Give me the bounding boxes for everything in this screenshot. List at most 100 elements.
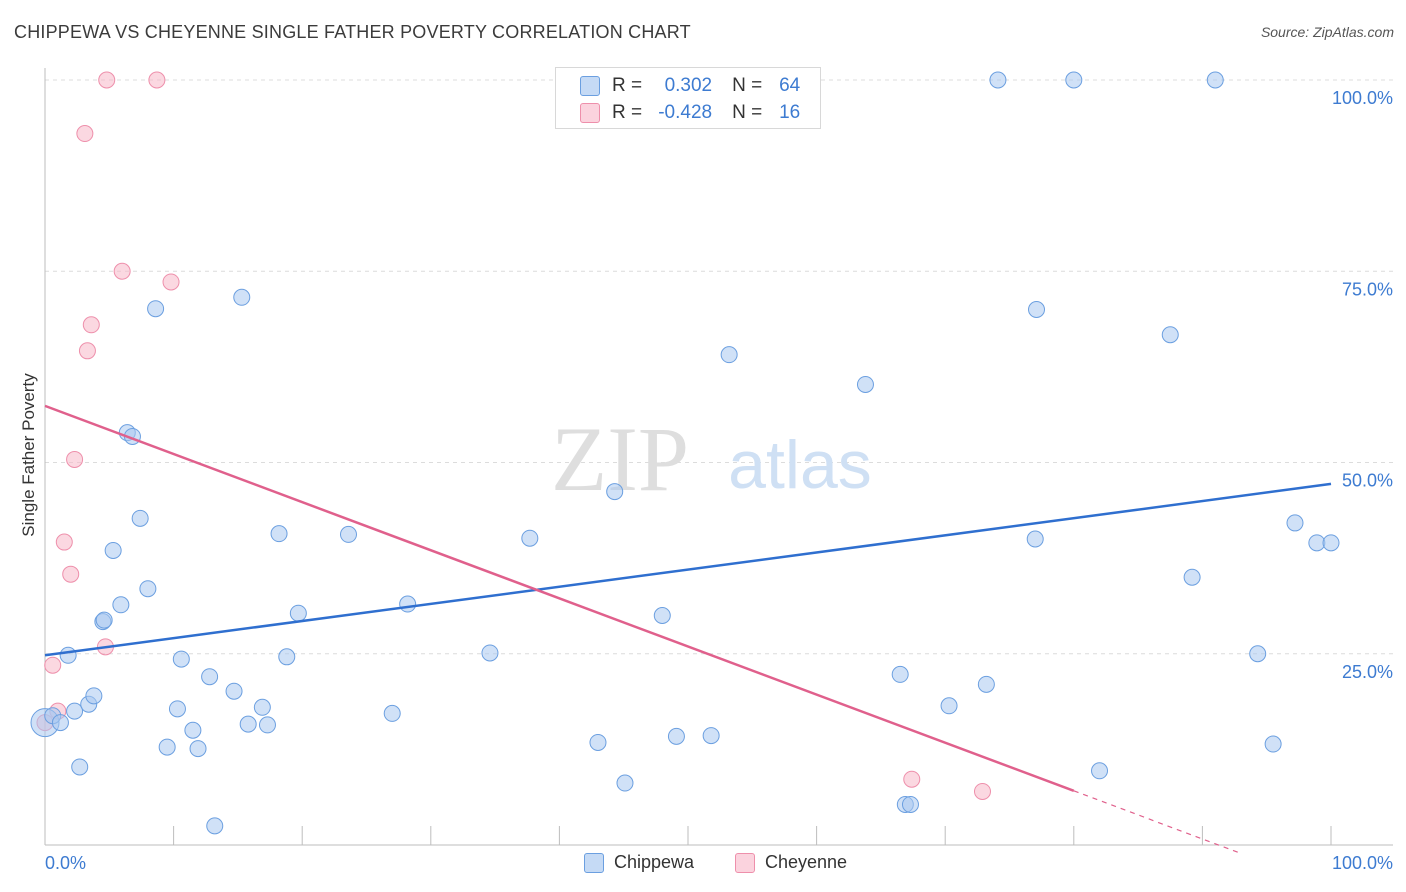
legend-item-chippewa[interactable]: Chippewa	[584, 852, 694, 873]
chippewa-point	[1161, 326, 1179, 344]
chippewa-point	[1065, 71, 1083, 89]
chippewa-point	[521, 529, 539, 547]
n-label: N =	[732, 102, 763, 123]
chart-title: CHIPPEWA VS CHEYENNE SINGLE FATHER POVER…	[14, 22, 691, 42]
cheyenne-point	[973, 782, 991, 800]
y-tick-label: 100.0%	[1332, 88, 1393, 108]
cheyenne-point	[76, 125, 94, 143]
chippewa-point	[172, 650, 190, 668]
chippewa-point	[51, 714, 69, 732]
chippewa-point	[339, 525, 357, 543]
n-value: 64	[779, 75, 801, 96]
chippewa-swatch	[580, 76, 600, 96]
chippewa-point	[189, 740, 207, 758]
n-label: N =	[732, 75, 763, 96]
y-tick-label: 50.0%	[1342, 471, 1393, 491]
chippewa-point	[239, 715, 257, 733]
cheyenne-point	[148, 71, 166, 89]
chippewa-point	[1249, 645, 1267, 663]
chippewa-point	[383, 704, 401, 722]
chippewa-point	[112, 596, 130, 614]
chippewa-point	[1091, 762, 1109, 780]
chippewa-point	[158, 738, 176, 756]
cheyenne-legend-swatch	[735, 852, 755, 873]
chippewa-point	[1322, 534, 1340, 552]
x-tick-label: 0.0%	[45, 853, 86, 873]
y-tick-label: 75.0%	[1342, 279, 1393, 299]
watermark: ZIP atlas	[551, 408, 872, 510]
cheyenne-point	[44, 656, 62, 674]
chippewa-trend-line	[44, 482, 1332, 657]
stats-legend: R = 0.302 N = 64 R = -0.428 N = 16	[555, 67, 821, 129]
cheyenne-point	[82, 316, 100, 334]
chippewa-point	[653, 607, 671, 624]
chippewa-point	[270, 525, 288, 543]
chippewa-point	[147, 300, 165, 318]
chippewa-point	[139, 580, 157, 598]
chart-source: Source: ZipAtlas.com	[1260, 24, 1394, 40]
chippewa-point	[278, 648, 296, 666]
chippewa-point	[104, 541, 122, 559]
chippewa-point	[720, 346, 738, 364]
chippewa-point	[901, 795, 919, 813]
legend-label: Cheyenne	[765, 852, 848, 872]
cheyenne-swatch	[580, 103, 600, 123]
cheyenne-point	[113, 262, 131, 280]
chippewa-point	[289, 604, 307, 622]
chippewa-point	[616, 774, 634, 792]
r-value: 0.302	[664, 75, 713, 96]
chippewa-point	[989, 71, 1007, 89]
r-label: R =	[612, 102, 643, 123]
y-axis-title: Single Father Poverty	[19, 373, 38, 537]
gridlines	[45, 79, 1393, 655]
cheyenne-point	[62, 565, 80, 583]
chippewa-point	[1264, 735, 1282, 753]
watermark-atlas: atlas	[728, 427, 872, 503]
chippewa-point	[606, 483, 624, 501]
chippewa-point	[253, 698, 271, 716]
chippewa-point	[71, 758, 89, 776]
x-tick-label: 100.0%	[1332, 853, 1393, 873]
trend-lines	[44, 404, 1332, 854]
chippewa-point	[891, 665, 909, 683]
chippewa-point	[184, 721, 202, 739]
chippewa-point	[1286, 514, 1304, 532]
chippewa-point	[258, 716, 276, 734]
axis-labels: 25.0% 50.0% 75.0% 100.0% 0.0% 100.0% Single Fa…	[19, 88, 1393, 873]
chippewa-point	[95, 611, 113, 629]
chippewa-point	[85, 687, 103, 705]
chippewa-point	[399, 595, 417, 613]
chippewa-point	[233, 288, 251, 306]
chippewa-point	[168, 700, 186, 718]
cheyenne-point	[66, 450, 84, 468]
stats-row-cheyenne: R = -0.428 N = 16	[580, 100, 800, 126]
cheyenne-trend-line	[44, 404, 1075, 793]
cheyenne-point	[162, 273, 180, 291]
chippewa-point	[481, 644, 499, 662]
chippewa-point	[702, 727, 720, 745]
series-legend: Chippewa Cheyenne	[0, 852, 1406, 876]
chippewa-point	[206, 817, 224, 835]
chippewa-point	[1308, 534, 1326, 552]
y-tick-label: 25.0%	[1342, 662, 1393, 682]
cheyenne-point	[55, 533, 73, 551]
cheyenne-point	[98, 71, 116, 89]
chippewa-point	[59, 646, 77, 664]
cheyenne-point	[78, 342, 96, 360]
chippewa-point	[1183, 568, 1201, 586]
legend-label: Chippewa	[614, 852, 695, 872]
chippewa-points	[30, 71, 1340, 835]
chippewa-point	[940, 697, 958, 715]
chippewa-point	[856, 375, 874, 393]
chippewa-point	[66, 702, 84, 720]
legend-item-cheyenne[interactable]: Cheyenne	[735, 852, 847, 873]
chippewa-point	[1028, 301, 1046, 318]
cheyenne-trend-extension	[1073, 790, 1242, 854]
chippewa-point	[201, 668, 219, 686]
chippewa-point	[667, 727, 685, 745]
chippewa-point	[225, 682, 243, 700]
chippewa-point	[1026, 530, 1044, 548]
cheyenne-point	[903, 770, 921, 788]
r-label: R =	[612, 75, 643, 96]
